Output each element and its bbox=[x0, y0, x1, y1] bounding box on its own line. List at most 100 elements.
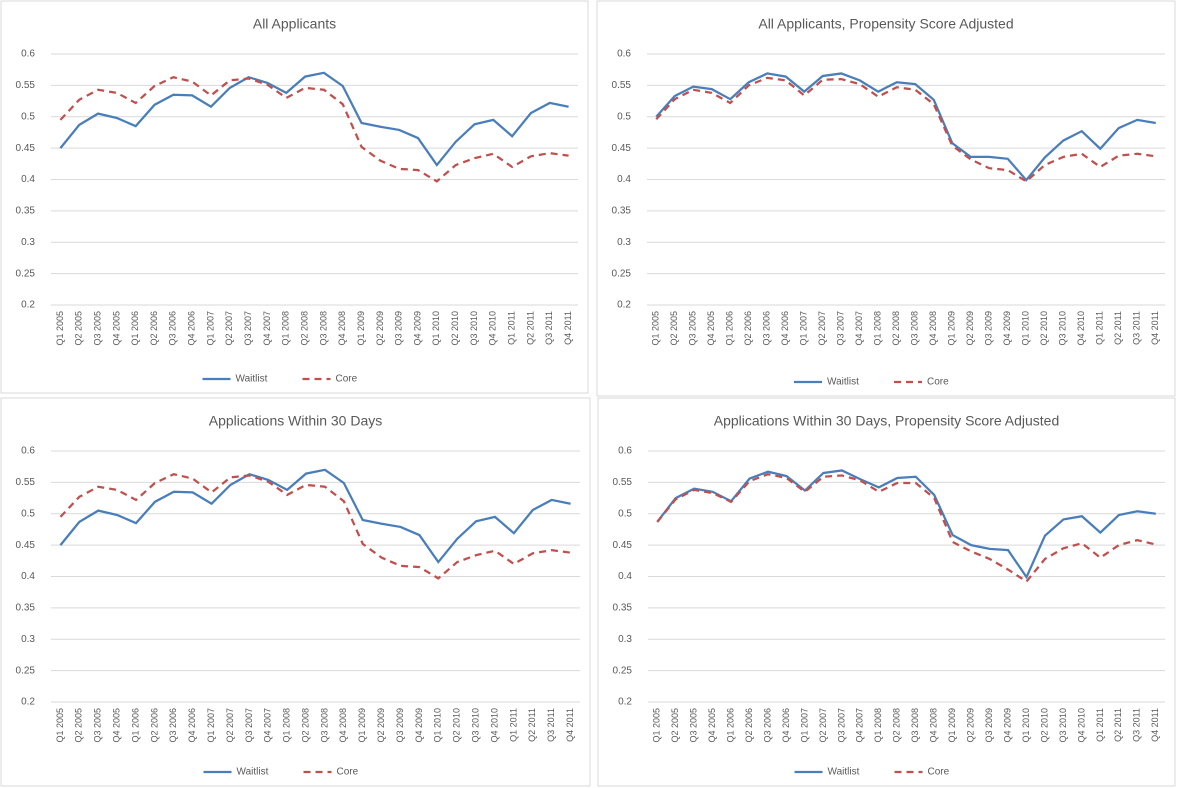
x-tick-label: Q3 2007 bbox=[836, 708, 846, 743]
x-tick-label: Q3 2008 bbox=[318, 311, 328, 346]
x-tick-label: Q4 2007 bbox=[854, 311, 864, 346]
x-tick-label: Q3 2011 bbox=[544, 311, 554, 345]
x-tick-label: Q2 2006 bbox=[744, 708, 754, 743]
chart-title: Applications Within 30 Days bbox=[209, 413, 383, 429]
x-tick-label: Q1 2010 bbox=[1021, 311, 1031, 346]
y-tick-label: 0.35 bbox=[613, 603, 633, 614]
x-tick-label: Q4 2005 bbox=[707, 708, 717, 743]
x-tick-label: Q2 2008 bbox=[299, 311, 309, 346]
x-tick-label: Q2 2010 bbox=[1039, 708, 1049, 743]
x-tick-label: Q3 2010 bbox=[1058, 311, 1068, 346]
y-tick-label: 0.45 bbox=[612, 143, 632, 154]
x-tick-label: Q1 2007 bbox=[205, 311, 215, 346]
x-tick-label: Q1 2005 bbox=[652, 708, 662, 743]
chart-panel: Applications Within 30 Days, Propensity … bbox=[597, 397, 1176, 787]
x-tick-label: Q4 2008 bbox=[929, 708, 939, 743]
x-tick-label: Q4 2005 bbox=[111, 311, 121, 346]
legend-label: Core bbox=[928, 767, 950, 778]
x-tick-label: Q2 2009 bbox=[966, 708, 976, 743]
x-tick-label: Q3 2008 bbox=[910, 311, 920, 346]
x-tick-label: Q2 2006 bbox=[149, 311, 159, 346]
series-line bbox=[59, 468, 571, 564]
x-tick-label: Q2 2005 bbox=[74, 311, 84, 346]
series-line bbox=[655, 76, 1156, 183]
y-tick-label: 0.2 bbox=[617, 300, 631, 311]
x-tick-label: Q3 2006 bbox=[762, 708, 772, 743]
x-tick-label: Q4 2009 bbox=[414, 708, 424, 743]
x-tick-label: Q4 2009 bbox=[1002, 708, 1012, 743]
x-tick-label: Q1 2011 bbox=[507, 311, 517, 345]
y-tick-label: 0.35 bbox=[16, 206, 36, 217]
series-line bbox=[655, 72, 1156, 182]
x-tick-label: Q1 2005 bbox=[651, 311, 661, 346]
legend-label: Core bbox=[336, 374, 358, 385]
y-tick-label: 0.6 bbox=[21, 49, 35, 60]
chart-title: Applications Within 30 Days, Propensity … bbox=[714, 413, 1060, 429]
y-tick-label: 0.45 bbox=[613, 540, 633, 551]
x-tick-label: Q1 2011 bbox=[1095, 708, 1105, 742]
x-tick-label: Q4 2011 bbox=[565, 708, 575, 742]
y-tick-label: 0.35 bbox=[16, 603, 36, 614]
y-tick-label: 0.4 bbox=[21, 174, 35, 185]
x-tick-label: Q1 2006 bbox=[130, 708, 140, 743]
x-tick-label: Q1 2009 bbox=[357, 708, 367, 743]
x-tick-label: Q3 2011 bbox=[1132, 708, 1142, 742]
panel-border bbox=[0, 0, 589, 394]
x-tick-label: Q3 2005 bbox=[688, 311, 698, 346]
x-tick-label: Q4 2006 bbox=[780, 311, 790, 346]
y-tick-label: 0.25 bbox=[16, 665, 36, 676]
x-tick-label: Q3 2005 bbox=[92, 311, 102, 346]
chart-panel: Applications Within 30 Days 0.2 0.25 0.3 0.3… bbox=[0, 397, 591, 787]
panel-border bbox=[596, 0, 1176, 397]
x-tick-label: Q2 2007 bbox=[817, 311, 827, 346]
x-tick-label: Q4 2006 bbox=[187, 708, 197, 743]
x-tick-label: Q2 2007 bbox=[225, 708, 235, 743]
y-tick-label: 0.25 bbox=[613, 665, 633, 676]
x-tick-label: Q3 2008 bbox=[319, 708, 329, 743]
panel-border bbox=[597, 397, 1176, 787]
x-tick-label: Q1 2008 bbox=[873, 708, 883, 743]
y-tick-label: 0.35 bbox=[612, 206, 632, 217]
x-tick-label: Q2 2011 bbox=[1113, 708, 1123, 742]
x-tick-label: Q2 2007 bbox=[818, 708, 828, 743]
x-tick-label: Q3 2011 bbox=[1132, 311, 1142, 345]
legend-label: Waitlist bbox=[237, 767, 269, 778]
x-tick-label: Q4 2008 bbox=[338, 708, 348, 743]
x-tick-label: Q2 2007 bbox=[224, 311, 234, 346]
x-tick-label: Q3 2010 bbox=[469, 311, 479, 346]
y-tick-label: 0.25 bbox=[612, 268, 632, 279]
y-tick-label: 0.2 bbox=[21, 697, 35, 708]
y-tick-label: 0.4 bbox=[21, 571, 35, 582]
chart-panel: All Applicants 0.2 0.25 0.3 0.35 0.4 0.45 0.5 0.… bbox=[0, 0, 589, 394]
x-tick-label: Q1 2011 bbox=[508, 708, 518, 742]
x-tick-label: Q2 2008 bbox=[300, 708, 310, 743]
y-tick-label: 0.5 bbox=[21, 508, 35, 519]
x-tick-label: Q4 2006 bbox=[187, 311, 197, 346]
series-line bbox=[59, 71, 569, 167]
legend-label: Core bbox=[927, 377, 949, 388]
x-tick-label: Q4 2008 bbox=[337, 311, 347, 346]
x-tick-label: Q1 2008 bbox=[282, 708, 292, 743]
x-tick-label: Q4 2010 bbox=[1076, 708, 1086, 743]
x-tick-label: Q3 2006 bbox=[762, 311, 772, 346]
x-tick-label: Q1 2008 bbox=[873, 311, 883, 346]
y-tick-label: 0.3 bbox=[21, 634, 35, 645]
x-tick-label: Q3 2010 bbox=[1058, 708, 1068, 743]
x-tick-label: Q4 2010 bbox=[1076, 311, 1086, 346]
series-line bbox=[656, 473, 1157, 584]
x-tick-label: Q1 2005 bbox=[55, 311, 65, 346]
x-tick-label: Q2 2010 bbox=[452, 708, 462, 743]
series-line bbox=[656, 469, 1156, 580]
chart-title: All Applicants bbox=[253, 16, 336, 32]
y-tick-label: 0.6 bbox=[617, 49, 631, 60]
x-tick-label: Q3 2009 bbox=[984, 708, 994, 743]
y-tick-label: 0.6 bbox=[21, 446, 35, 457]
x-tick-label: Q2 2006 bbox=[149, 708, 159, 743]
x-tick-label: Q3 2009 bbox=[395, 708, 405, 743]
x-tick-label: Q4 2008 bbox=[928, 311, 938, 346]
x-tick-label: Q4 2010 bbox=[488, 311, 498, 346]
x-tick-label: Q4 2011 bbox=[1150, 708, 1160, 742]
y-tick-label: 0.3 bbox=[617, 237, 631, 248]
x-tick-label: Q1 2007 bbox=[799, 311, 809, 346]
x-tick-label: Q3 2007 bbox=[244, 708, 254, 743]
